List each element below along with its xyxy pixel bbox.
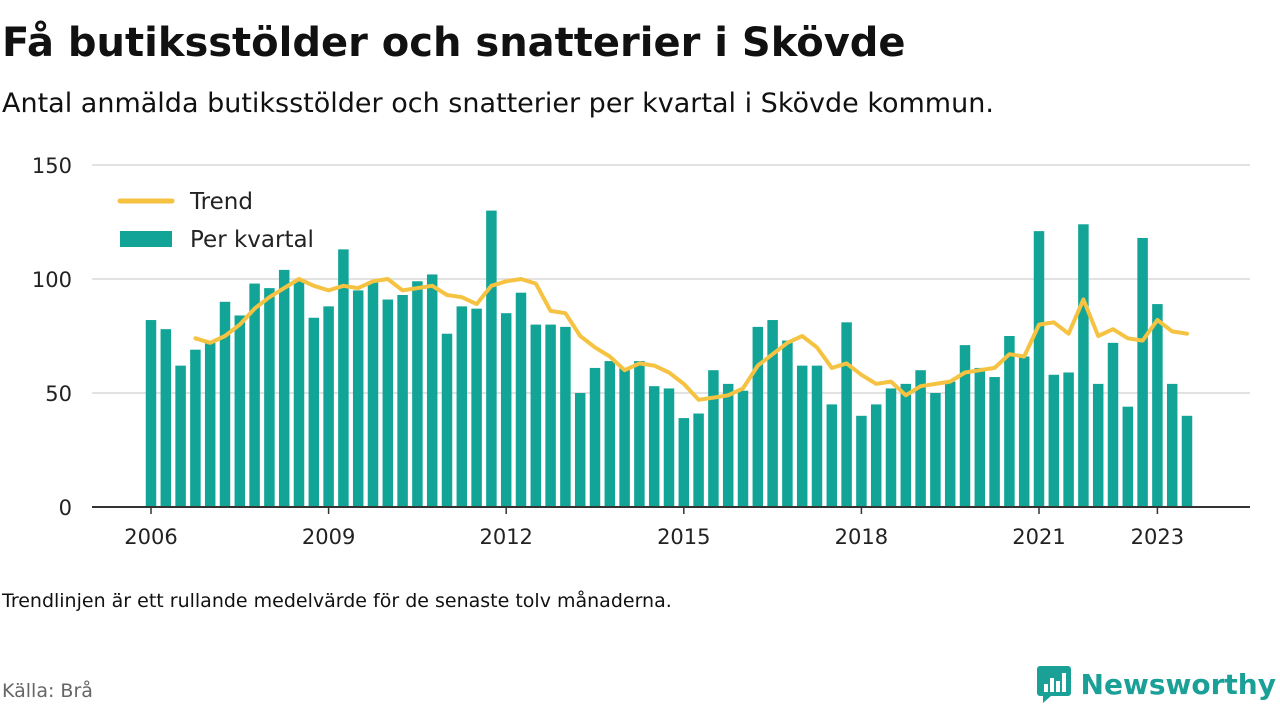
bar [944,381,956,507]
bar [1004,336,1015,507]
y-axis-ticks: 0 50 100 150 [32,154,72,520]
legend-bar-swatch [120,231,172,247]
y-tick-label: 150 [32,154,72,178]
bar [870,404,882,507]
bar [145,320,157,507]
bar [382,299,394,507]
bar [249,283,260,507]
bar [722,383,734,507]
x-tick-label: 2021 [1012,525,1065,549]
x-tick-label: 2018 [835,525,888,549]
bar [900,383,912,507]
x-tick-label: 2015 [657,525,710,549]
legend-bar-label: Per kvartal [190,227,314,253]
y-tick-label: 100 [32,268,72,292]
trend-line-group [193,277,1189,402]
bar [530,324,542,507]
bar [204,342,216,507]
bar [1033,231,1045,507]
bar [589,367,601,507]
chart-subtitle: Antal anmälda butiksstölder och snatteri… [2,88,994,119]
x-axis: 2006 2009 2012 2015 2018 2021 2023 [92,506,1250,549]
y-tick-label: 0 [59,496,72,520]
bar [796,365,808,507]
bar [545,324,556,507]
trend-line [193,277,1189,402]
bar [1152,304,1163,507]
x-tick-label: 2023 [1131,525,1184,549]
x-tick-label: 2009 [302,525,355,549]
bar [234,315,246,507]
bar-chart: 0 50 100 150 2006 2009 2012 2015 2018 2021 2023 T… [32,154,1250,549]
bar [175,365,186,507]
bar [648,386,660,507]
bar [515,292,527,507]
bar [604,361,616,507]
bar [708,370,719,507]
bar [678,418,690,507]
source-label: Källa: Brå [2,680,93,702]
bar [278,269,290,507]
bar [441,333,453,507]
legend: Trend Per kvartal [117,189,314,253]
bar [841,322,852,507]
bar [885,388,897,507]
bar [323,306,334,507]
bar [1018,356,1030,507]
bar [426,274,438,507]
bar [219,301,231,507]
bars [145,210,1193,508]
bar [574,393,586,507]
bar [1107,342,1119,507]
chart-title: Få butiksstölder och snatterier i Skövde [2,20,906,66]
newsworthy-logo-icon [1036,666,1071,703]
bar [190,349,201,507]
bar [752,326,764,507]
bar [767,320,778,507]
chart-note: Trendlinjen är ett rullande medelvärde f… [2,590,672,612]
bar [412,281,423,507]
bar [1181,415,1193,507]
bar [352,290,364,507]
bar [811,365,823,507]
bar [826,404,838,507]
bar [560,326,571,507]
bar [397,294,408,507]
bar [634,361,645,507]
bar [1048,374,1060,507]
bar [160,329,172,507]
bar [619,367,630,507]
x-tick-label: 2006 [124,525,177,549]
bar [1078,224,1089,507]
bar [959,345,971,507]
bar [1063,372,1074,507]
bar [367,281,379,507]
brand[interactable]: Newsworthy [1036,664,1276,704]
bar [456,306,468,507]
bar [663,388,675,507]
bar [308,317,320,507]
legend-trend-label: Trend [189,189,253,215]
bar [737,390,749,507]
bar [782,340,793,507]
bar [1166,383,1178,507]
bar [1092,383,1104,507]
bar [856,415,867,507]
bar [264,288,275,507]
bar [974,367,986,507]
x-tick-label: 2012 [479,525,532,549]
bar [989,377,1000,507]
bar [338,249,349,508]
y-tick-label: 50 [45,382,72,406]
brand-name: Newsworthy [1080,667,1276,701]
bar [471,308,482,507]
bar [486,210,497,507]
bar [293,281,305,507]
bar [930,393,941,507]
bar [1137,237,1148,507]
bar [500,313,512,507]
bar [915,370,926,507]
bar [1122,406,1134,507]
bar [693,413,704,507]
